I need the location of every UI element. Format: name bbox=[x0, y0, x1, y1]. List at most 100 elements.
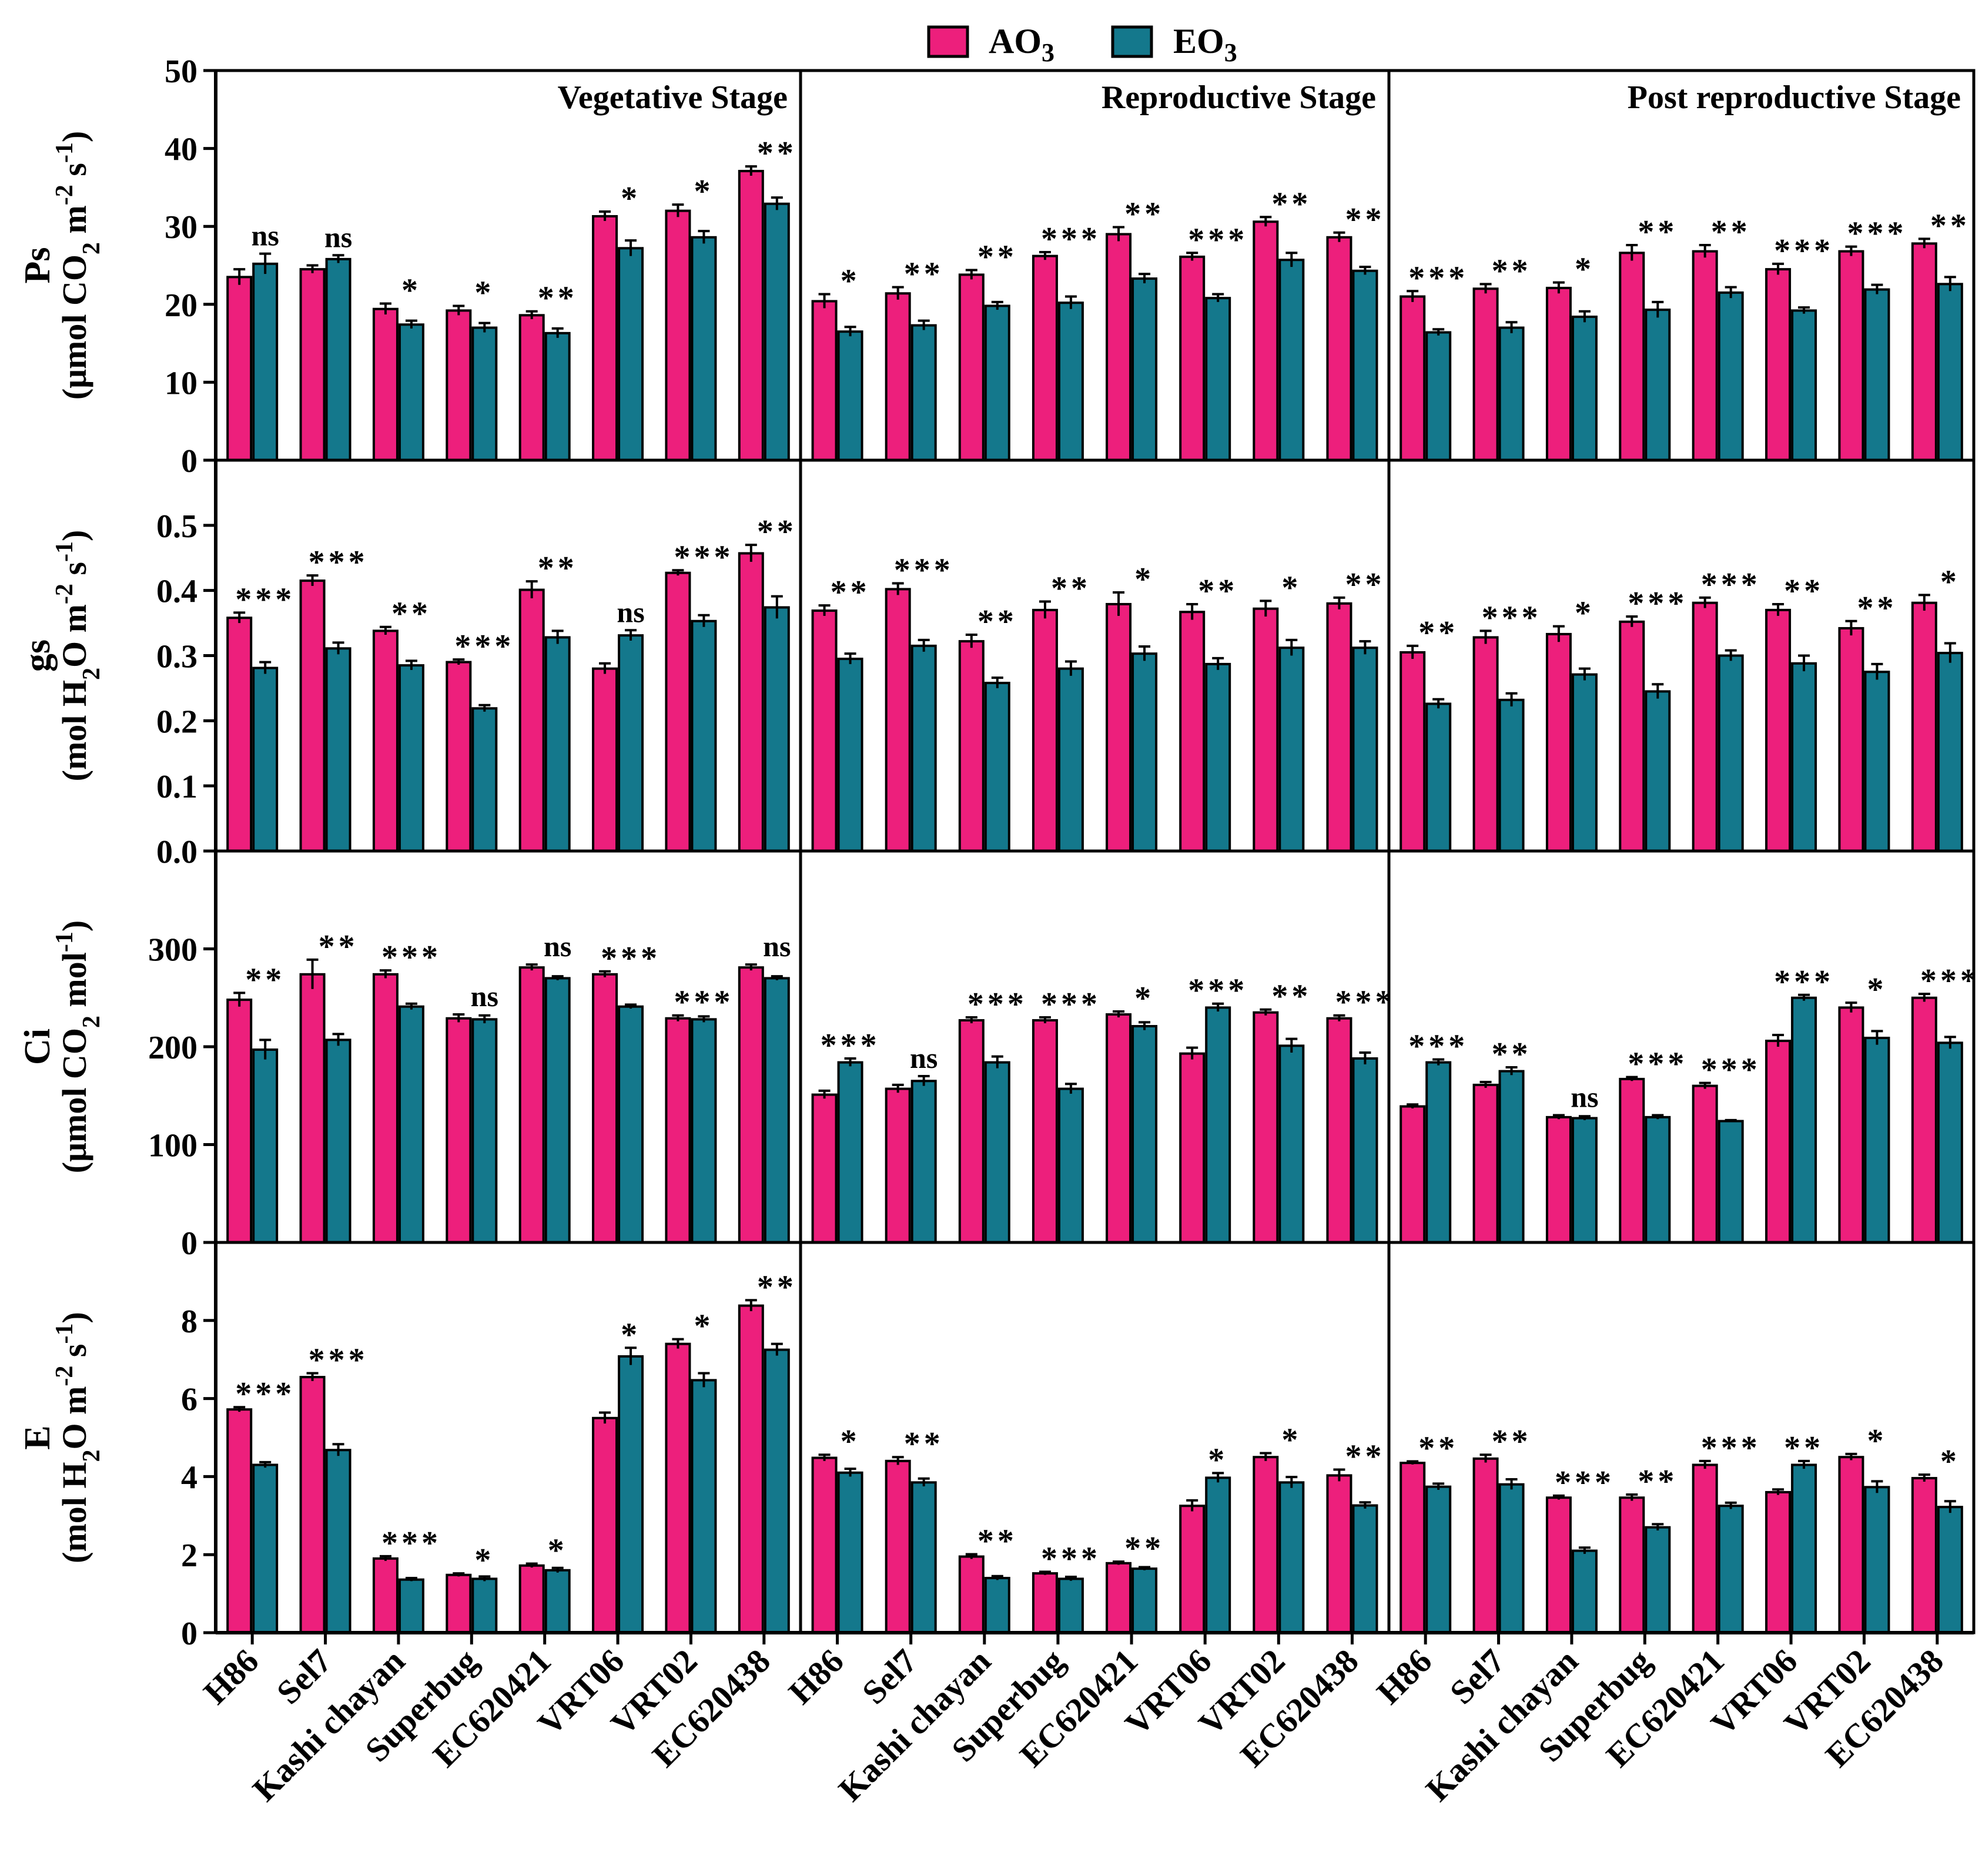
bar-eo3 bbox=[398, 664, 424, 852]
significance-label: * bbox=[1575, 252, 1595, 288]
bar-ao3 bbox=[1911, 1477, 1937, 1634]
panel-gs-stage-1: *************ns***** bbox=[214, 458, 802, 853]
bar-eo3 bbox=[1352, 1057, 1378, 1244]
bar-ao3 bbox=[1619, 1077, 1645, 1244]
bar-ao3 bbox=[885, 292, 911, 461]
bar-eo3 bbox=[544, 1569, 571, 1634]
bar-eo3 bbox=[1057, 302, 1084, 461]
bar-eo3 bbox=[691, 1018, 717, 1244]
unit-part: ) bbox=[55, 1312, 93, 1323]
bar-ao3 bbox=[446, 661, 472, 853]
significance-label: ** bbox=[1345, 1438, 1385, 1475]
bar-ao3 bbox=[738, 552, 764, 852]
bar-ao3 bbox=[738, 966, 764, 1244]
bar-eo3 bbox=[1131, 277, 1158, 461]
significance-label: ** bbox=[1492, 1423, 1532, 1460]
y-axis-unit-Ps: (μmol CO2 m-2 s-1) bbox=[51, 131, 105, 400]
significance-label: *** bbox=[381, 1525, 441, 1562]
bar-ao3 bbox=[1838, 1006, 1864, 1244]
bar-ao3 bbox=[1765, 1490, 1792, 1634]
significance-label: * bbox=[621, 180, 641, 217]
bar-ao3 bbox=[1253, 607, 1279, 852]
x-tick-label: H86 bbox=[1369, 1642, 1439, 1711]
y-tick-label: 50 bbox=[165, 53, 197, 90]
bar-ao3 bbox=[1106, 602, 1132, 852]
significance-label: ns bbox=[252, 219, 279, 252]
significance-label: ** bbox=[977, 239, 1017, 275]
significance-label: * bbox=[401, 272, 421, 309]
bar-ao3 bbox=[1838, 627, 1864, 852]
y-tick-label: 0.1 bbox=[156, 769, 197, 805]
significance-label: * bbox=[1867, 1423, 1887, 1459]
y-tick-label: 20 bbox=[165, 287, 197, 324]
panel-Ci-stage-2: *** ns*** *** * *** ** *** bbox=[799, 849, 1391, 1244]
bar-eo3 bbox=[984, 1061, 1010, 1244]
legend-label-eo3: EO3 bbox=[1173, 22, 1237, 67]
unit-part: ) bbox=[55, 920, 93, 932]
y-tick-label: 30 bbox=[165, 209, 197, 246]
x-tick-label: H86 bbox=[781, 1642, 851, 1711]
bar-eo3 bbox=[544, 331, 571, 461]
bar-ao3 bbox=[1911, 996, 1937, 1244]
bar-eo3 bbox=[1937, 1041, 1963, 1244]
significance-label: *** bbox=[1041, 986, 1101, 1023]
significance-label: * bbox=[1134, 561, 1154, 598]
unit-part: -1 bbox=[51, 142, 78, 163]
significance-label: ns bbox=[910, 1041, 938, 1074]
bar-eo3 bbox=[691, 619, 717, 852]
significance-label: ** bbox=[831, 574, 871, 611]
bar-eo3 bbox=[1937, 1506, 1963, 1634]
significance-label: *** bbox=[1188, 973, 1248, 1009]
y-axis-unit-E: (mol H2O m-2 s-1) bbox=[51, 1312, 105, 1563]
significance-label: *** bbox=[1701, 1430, 1761, 1466]
bar-ao3 bbox=[1326, 602, 1352, 853]
unit-part: -2 bbox=[51, 185, 78, 205]
bar-eo3 bbox=[1571, 1549, 1598, 1634]
bar-eo3 bbox=[837, 1471, 863, 1634]
bar-eo3 bbox=[837, 1061, 863, 1244]
significance-label: *** bbox=[1774, 964, 1834, 1000]
unit-part: s bbox=[55, 562, 93, 584]
significance-label: ** bbox=[904, 1426, 944, 1462]
bar-eo3 bbox=[325, 1449, 351, 1634]
significance-label: ** bbox=[1198, 573, 1238, 609]
bar-ao3 bbox=[958, 1019, 985, 1244]
bar-eo3 bbox=[1498, 326, 1525, 462]
bar-ao3 bbox=[1400, 295, 1426, 461]
bar-eo3 bbox=[618, 247, 644, 461]
bar-eo3 bbox=[984, 304, 1010, 462]
significance-label: ** bbox=[1711, 214, 1751, 250]
y-tick-label: 0.2 bbox=[156, 704, 197, 740]
bar-ao3 bbox=[1472, 1457, 1499, 1634]
significance-label: *** bbox=[381, 939, 441, 976]
bar-ao3 bbox=[446, 1573, 472, 1634]
bar-ao3 bbox=[592, 973, 618, 1244]
bar-eo3 bbox=[910, 324, 937, 461]
bar-eo3 bbox=[1791, 309, 1817, 462]
bar-ao3 bbox=[1692, 1084, 1718, 1244]
bar-ao3 bbox=[665, 209, 691, 461]
significance-label: ** bbox=[1345, 202, 1385, 238]
significance-label: *** bbox=[235, 1376, 295, 1412]
bar-ao3 bbox=[518, 588, 545, 853]
significance-label: * bbox=[694, 1308, 714, 1345]
significance-label: ** bbox=[245, 962, 285, 998]
significance-label: ** bbox=[319, 929, 359, 965]
significance-label: *** bbox=[1188, 222, 1248, 258]
bar-eo3 bbox=[1717, 1120, 1744, 1244]
significance-label: *** bbox=[1408, 260, 1468, 296]
bar-eo3 bbox=[1278, 259, 1305, 461]
bar-eo3 bbox=[1278, 1044, 1305, 1244]
significance-label: ** bbox=[1492, 253, 1532, 289]
bar-ao3 bbox=[1253, 220, 1279, 461]
bar-eo3 bbox=[544, 977, 571, 1244]
legend-swatch-eo3 bbox=[1111, 25, 1153, 58]
legend-subscript: 3 bbox=[1224, 38, 1237, 67]
y-tick-label: 6 bbox=[181, 1382, 197, 1418]
bar-eo3 bbox=[910, 1080, 937, 1244]
unit-part: -2 bbox=[51, 584, 78, 604]
bar-eo3 bbox=[1205, 297, 1231, 461]
y-tick-label: 0.4 bbox=[156, 574, 197, 610]
